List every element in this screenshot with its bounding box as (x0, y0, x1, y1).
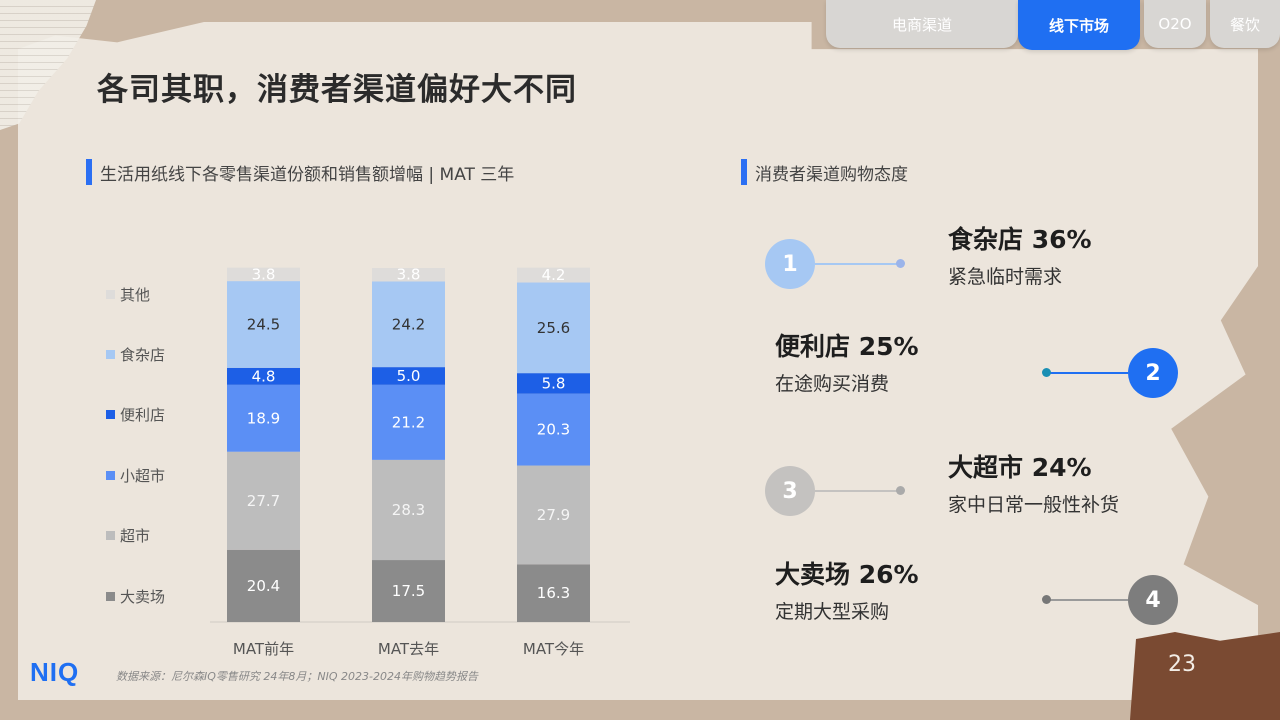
legend-label: 小超市 (120, 467, 166, 485)
paper-background (18, 22, 1258, 700)
page-number: 23 (1168, 652, 1196, 677)
bar-segment (517, 267, 590, 283)
attitude-description: 家中日常一般性补货 (948, 494, 1120, 516)
bar-value-label: 24.2 (392, 315, 425, 333)
attitude-description: 在途购买消费 (775, 373, 890, 395)
attitude-channel-title: 大卖场 26% (775, 560, 919, 589)
bar-segment (517, 564, 590, 622)
connector-line (815, 263, 901, 265)
attitude-section-title: 消费者渠道购物态度 (755, 164, 908, 185)
bar-segment (227, 367, 300, 385)
data-source-note: 数据来源：尼尔森IQ零售研究 24年8月；NIQ 2023-2024年购物趋势报… (116, 670, 478, 683)
page-title: 各司其职，消费者渠道偏好大不同 (97, 72, 577, 108)
bar-value-label: 18.9 (247, 409, 280, 427)
legend-item: 超市 (106, 525, 150, 546)
x-tick-label: MAT今年 (523, 640, 584, 658)
attitude-number-badge: 3 (765, 466, 815, 516)
tab-catering[interactable]: 餐饮 (1210, 0, 1280, 48)
legend-item: 小超市 (106, 465, 165, 486)
bar-value-label: 16.3 (537, 584, 570, 602)
bar-segment (227, 384, 300, 452)
attitude-section-header: 消费者渠道购物态度 (741, 159, 908, 185)
attitude-description: 紧急临时需求 (948, 266, 1063, 288)
bar-segment (372, 560, 445, 622)
bar-value-label: 28.3 (392, 501, 425, 519)
x-tick-label: MAT前年 (233, 640, 294, 658)
legend-item: 食杂店 (106, 344, 165, 365)
bar-value-label: 17.5 (392, 582, 425, 600)
section-marker (86, 159, 92, 185)
connector-line (1046, 599, 1128, 601)
bar-segment (372, 384, 445, 460)
tab-ecommerce[interactable]: 电商渠道 (826, 0, 1018, 48)
attitude-number-badge: 2 (1128, 348, 1178, 398)
legend-label: 超市 (120, 527, 151, 545)
bar-value-label: 3.8 (252, 265, 276, 283)
bar-segment (227, 267, 300, 282)
legend-swatch (106, 592, 115, 601)
bar-value-label: 4.2 (542, 266, 566, 284)
bar-segment (372, 281, 445, 368)
legend-label: 大卖场 (120, 588, 166, 606)
bar-value-label: 20.4 (247, 577, 280, 595)
attitude-description: 定期大型采购 (775, 601, 890, 623)
legend-label: 食杂店 (120, 346, 166, 364)
bar-value-label: 5.0 (397, 367, 421, 385)
torn-corner-decoration (1130, 632, 1280, 720)
bar-segment (517, 465, 590, 565)
tab-offline[interactable]: 线下市场 (1018, 0, 1140, 50)
attitude-channel-title: 食杂店 36% (948, 225, 1092, 254)
chart-section-header: 生活用纸线下各零售渠道份额和销售额增幅 | MAT 三年 (86, 159, 514, 185)
chart-section-title: 生活用纸线下各零售渠道份额和销售额增幅 | MAT 三年 (100, 164, 515, 185)
legend-label: 便利店 (120, 406, 166, 424)
legend-item: 大卖场 (106, 586, 165, 607)
legend-swatch (106, 350, 115, 359)
connector-dot (1042, 368, 1051, 377)
legend-label: 其他 (120, 286, 151, 304)
bar-value-label: 20.3 (537, 421, 570, 439)
legend-swatch (106, 290, 115, 299)
connector-line (1046, 372, 1128, 374)
bar-value-label: 27.9 (537, 506, 570, 524)
legend-swatch (106, 471, 115, 480)
legend-swatch (106, 410, 115, 419)
bar-segment (517, 373, 590, 394)
niq-logo: NIQ (30, 657, 80, 687)
legend-item: 其他 (106, 284, 150, 305)
bar-segment (227, 281, 300, 368)
bar-segment (227, 549, 300, 622)
bar-segment (372, 459, 445, 561)
section-marker (741, 159, 747, 185)
x-tick-label: MAT去年 (378, 640, 439, 658)
legend-item: 便利店 (106, 404, 165, 425)
bar-value-label: 4.8 (252, 367, 276, 385)
tab-o2o[interactable]: O2O (1144, 0, 1206, 48)
bar-value-label: 27.7 (247, 492, 280, 510)
attitude-number-badge: 1 (765, 239, 815, 289)
legend-swatch (106, 531, 115, 540)
connector-dot (896, 259, 905, 268)
bar-segment (372, 367, 445, 385)
bar-value-label: 21.2 (392, 413, 425, 431)
bar-value-label: 3.8 (397, 266, 421, 284)
bar-value-label: 25.6 (537, 319, 570, 337)
bar-segment (227, 451, 300, 550)
bar-segment (517, 282, 590, 374)
attitude-channel-title: 大超市 24% (948, 453, 1092, 482)
attitude-number-badge: 4 (1128, 575, 1178, 625)
bar-value-label: 5.8 (542, 374, 566, 392)
bar-segment (372, 268, 445, 282)
connector-dot (896, 486, 905, 495)
connector-dot (1042, 595, 1051, 604)
connector-line (815, 490, 901, 492)
bar-value-label: 24.5 (247, 315, 280, 333)
bar-segment (517, 393, 590, 466)
attitude-channel-title: 便利店 25% (775, 332, 919, 361)
